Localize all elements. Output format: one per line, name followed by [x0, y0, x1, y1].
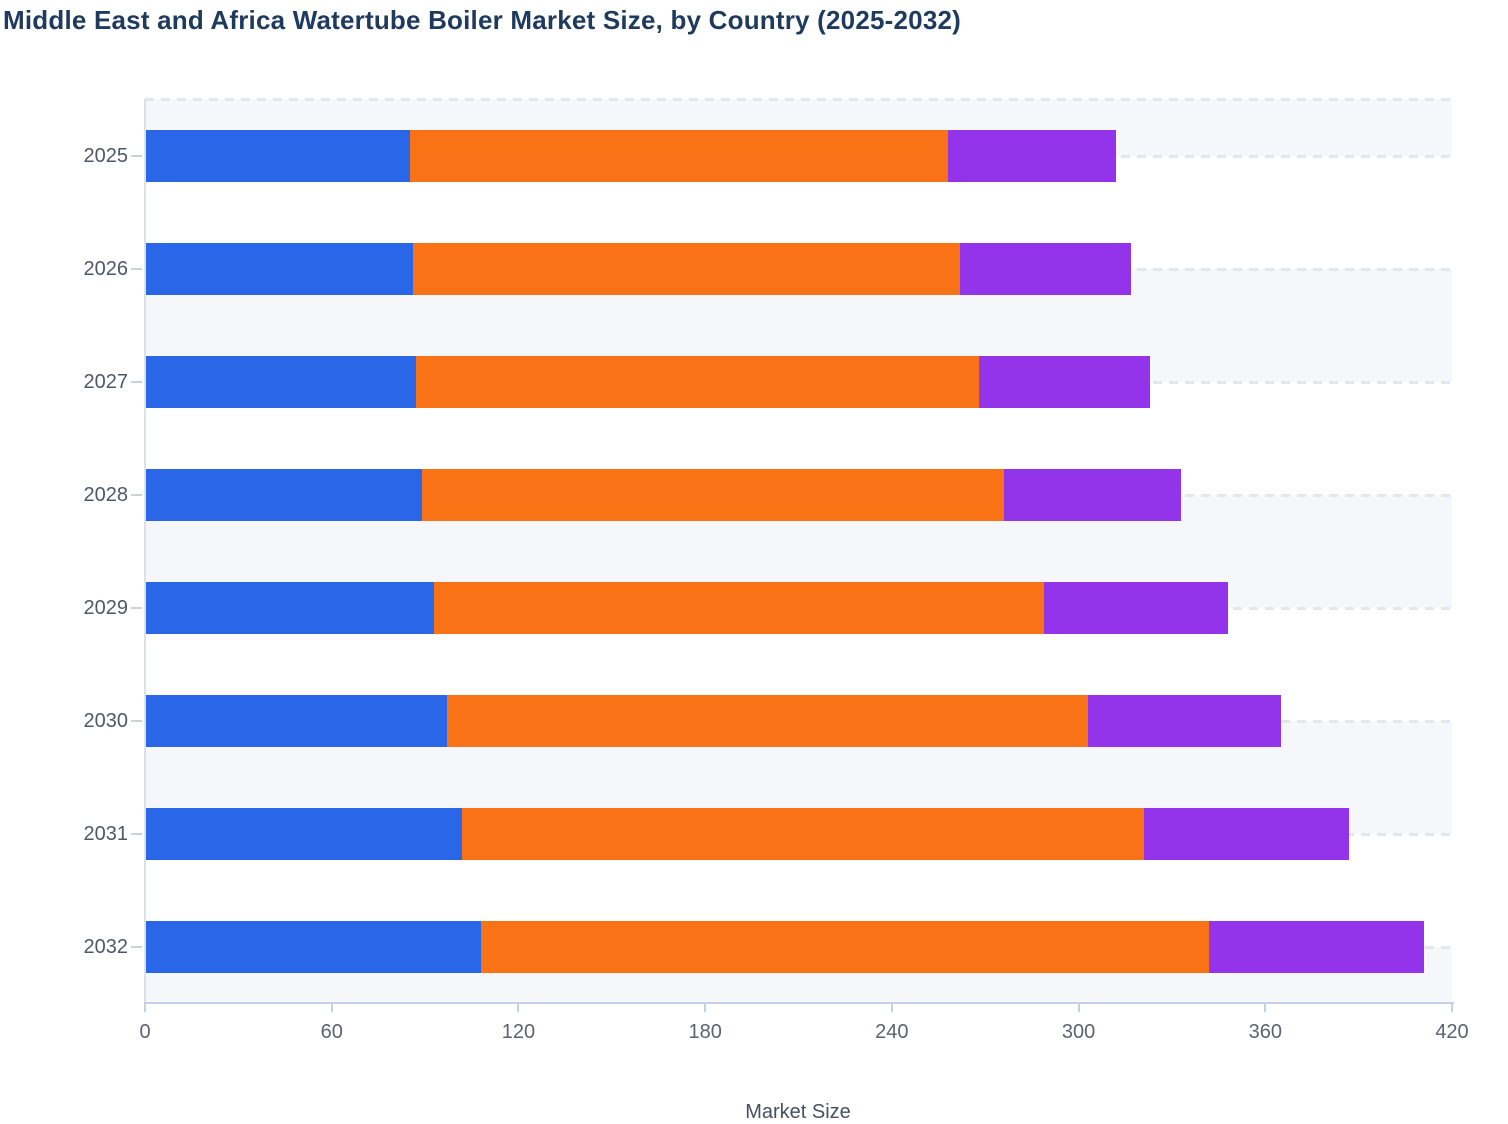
y-tick-mark [131, 380, 142, 383]
bar-segment-series-3-purple[interactable] [1044, 581, 1228, 634]
y-tick-mark [131, 154, 142, 157]
x-tick-label-60: 60 [320, 1021, 343, 1043]
bar-segment-series-2-orange[interactable] [446, 694, 1088, 747]
y-tick-mark [131, 832, 142, 835]
gridline [145, 98, 1452, 101]
y-tick-label-2031: 2031 [83, 822, 129, 845]
x-axis-line [144, 1002, 1454, 1004]
bar-segment-series-3-purple[interactable] [960, 242, 1132, 295]
x-tick-label-360: 360 [1248, 1021, 1282, 1043]
bar-segment-series-1-blue[interactable] [145, 242, 413, 295]
bar-segment-series-1-blue[interactable] [145, 920, 482, 973]
x-tick-label-300: 300 [1061, 1021, 1096, 1043]
x-tick-label-120: 120 [501, 1021, 536, 1043]
y-tick-mark [131, 719, 142, 722]
x-axis-title: Market Size [745, 1101, 851, 1123]
x-tick-mark [1077, 1004, 1080, 1012]
bar-segment-series-1-blue[interactable] [145, 468, 422, 521]
bar-segment-series-3-purple[interactable] [978, 355, 1151, 408]
bar-segment-series-2-orange[interactable] [412, 242, 961, 295]
x-tick-mark [890, 1004, 893, 1012]
chart-area: 2025 2026 2027 2028 2029 2030 2031 2032 [0, 98, 1508, 1003]
bar-2026 [145, 242, 1132, 295]
x-tick-mark [704, 1004, 707, 1012]
y-tick-label-2026: 2026 [83, 257, 129, 280]
x-tick-mark [517, 1004, 520, 1012]
y-axis-line [144, 99, 146, 1003]
y-tick-label-2032: 2032 [83, 935, 129, 958]
x-tick-mark [1264, 1004, 1267, 1012]
bar-2028 [145, 468, 1182, 521]
bar-2032 [145, 920, 1424, 973]
x-tick-label-240: 240 [875, 1021, 909, 1043]
bar-segment-series-3-purple[interactable] [1209, 920, 1424, 973]
y-tick-mark [131, 493, 142, 496]
bar-segment-series-1-blue[interactable] [145, 581, 435, 634]
bar-segment-series-3-purple[interactable] [1087, 694, 1281, 747]
bar-segment-series-1-blue[interactable] [145, 807, 463, 860]
bar-2030 [145, 694, 1281, 747]
bar-segment-series-3-purple[interactable] [1143, 807, 1350, 860]
x-tick-label-0: 0 [139, 1021, 151, 1043]
bar-segment-series-1-blue[interactable] [145, 355, 416, 408]
bar-segment-series-2-orange[interactable] [415, 355, 979, 408]
bar-2025 [145, 129, 1116, 182]
y-tick-label-2027: 2027 [83, 370, 129, 393]
x-tick-label-420: 420 [1435, 1021, 1469, 1043]
bar-segment-series-3-purple[interactable] [1003, 468, 1182, 521]
bar-2027 [145, 355, 1151, 408]
y-tick-label-2025: 2025 [83, 144, 129, 167]
x-tick-mark [330, 1004, 333, 1012]
bar-segment-series-2-orange[interactable] [462, 807, 1144, 860]
y-tick-mark [131, 945, 142, 948]
x-tick-label-180: 180 [688, 1021, 722, 1043]
page-title: Middle East and Africa Watertube Boiler … [3, 5, 961, 35]
y-tick-mark [131, 267, 142, 270]
bar-segment-series-2-orange[interactable] [421, 468, 1004, 521]
bar-segment-series-1-blue[interactable] [145, 694, 447, 747]
bar-segment-series-1-blue[interactable] [145, 129, 410, 182]
y-tick-label-2029: 2029 [83, 596, 129, 619]
bar-2031 [145, 807, 1350, 860]
bar-segment-series-3-purple[interactable] [947, 129, 1116, 182]
y-tick-label-2030: 2030 [83, 709, 129, 732]
x-tick-mark [1451, 1004, 1453, 1012]
x-tick-mark [144, 1004, 146, 1012]
y-tick-mark [131, 606, 142, 609]
bar-segment-series-2-orange[interactable] [409, 129, 948, 182]
bar-2029 [145, 581, 1228, 634]
y-tick-label-2028: 2028 [83, 483, 129, 506]
bar-segment-series-2-orange[interactable] [481, 920, 1210, 973]
bar-segment-series-2-orange[interactable] [434, 581, 1045, 634]
plot-area [145, 98, 1452, 1003]
